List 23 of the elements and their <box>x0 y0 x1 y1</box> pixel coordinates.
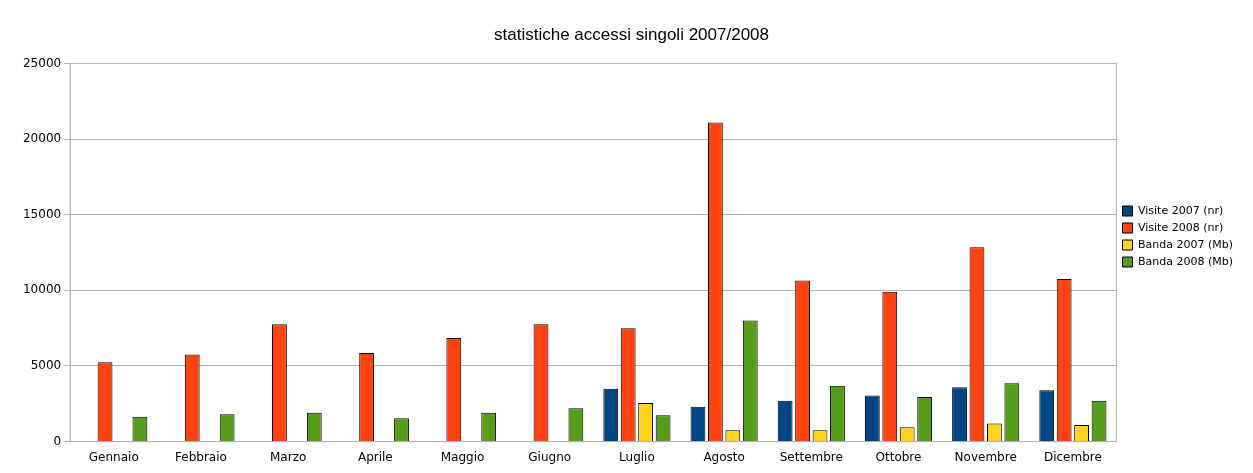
x-tick-label: Novembre <box>954 449 1017 464</box>
x-tick-label: Marzo <box>270 449 307 464</box>
y-tick-label: 15000 <box>22 206 62 221</box>
x-tick-label: Maggio <box>440 449 485 464</box>
y-tick-label: 20000 <box>22 131 62 146</box>
x-tick-label: Settembre <box>779 449 843 464</box>
x-tick-label: Agosto <box>703 449 745 464</box>
y-tick-label: 25000 <box>22 55 62 70</box>
y-tick-label: 0 <box>53 433 62 448</box>
x-tick-label: Luglio <box>619 449 655 464</box>
legend-label: Banda 2008 (Mb) <box>1137 254 1234 268</box>
legend-label: Visite 2007 (nr) <box>1137 203 1224 217</box>
x-tick-label: Gennaio <box>88 449 139 464</box>
y-tick-label: 10000 <box>22 282 62 297</box>
y-tick-label: 5000 <box>30 358 62 373</box>
x-tick-label: Dicembre <box>1043 449 1102 464</box>
x-tick-label: Giugno <box>528 449 572 464</box>
legend-label: Banda 2007 (Mb) <box>1137 237 1234 251</box>
x-tick-label: Febbraio <box>175 449 227 464</box>
legend-label: Visite 2008 (nr) <box>1137 220 1224 234</box>
x-tick-label: Aprile <box>357 449 393 464</box>
chart-title: statistiche accessi singoli 2007/2008 <box>494 24 769 44</box>
x-tick-label: Ottobre <box>875 449 922 464</box>
